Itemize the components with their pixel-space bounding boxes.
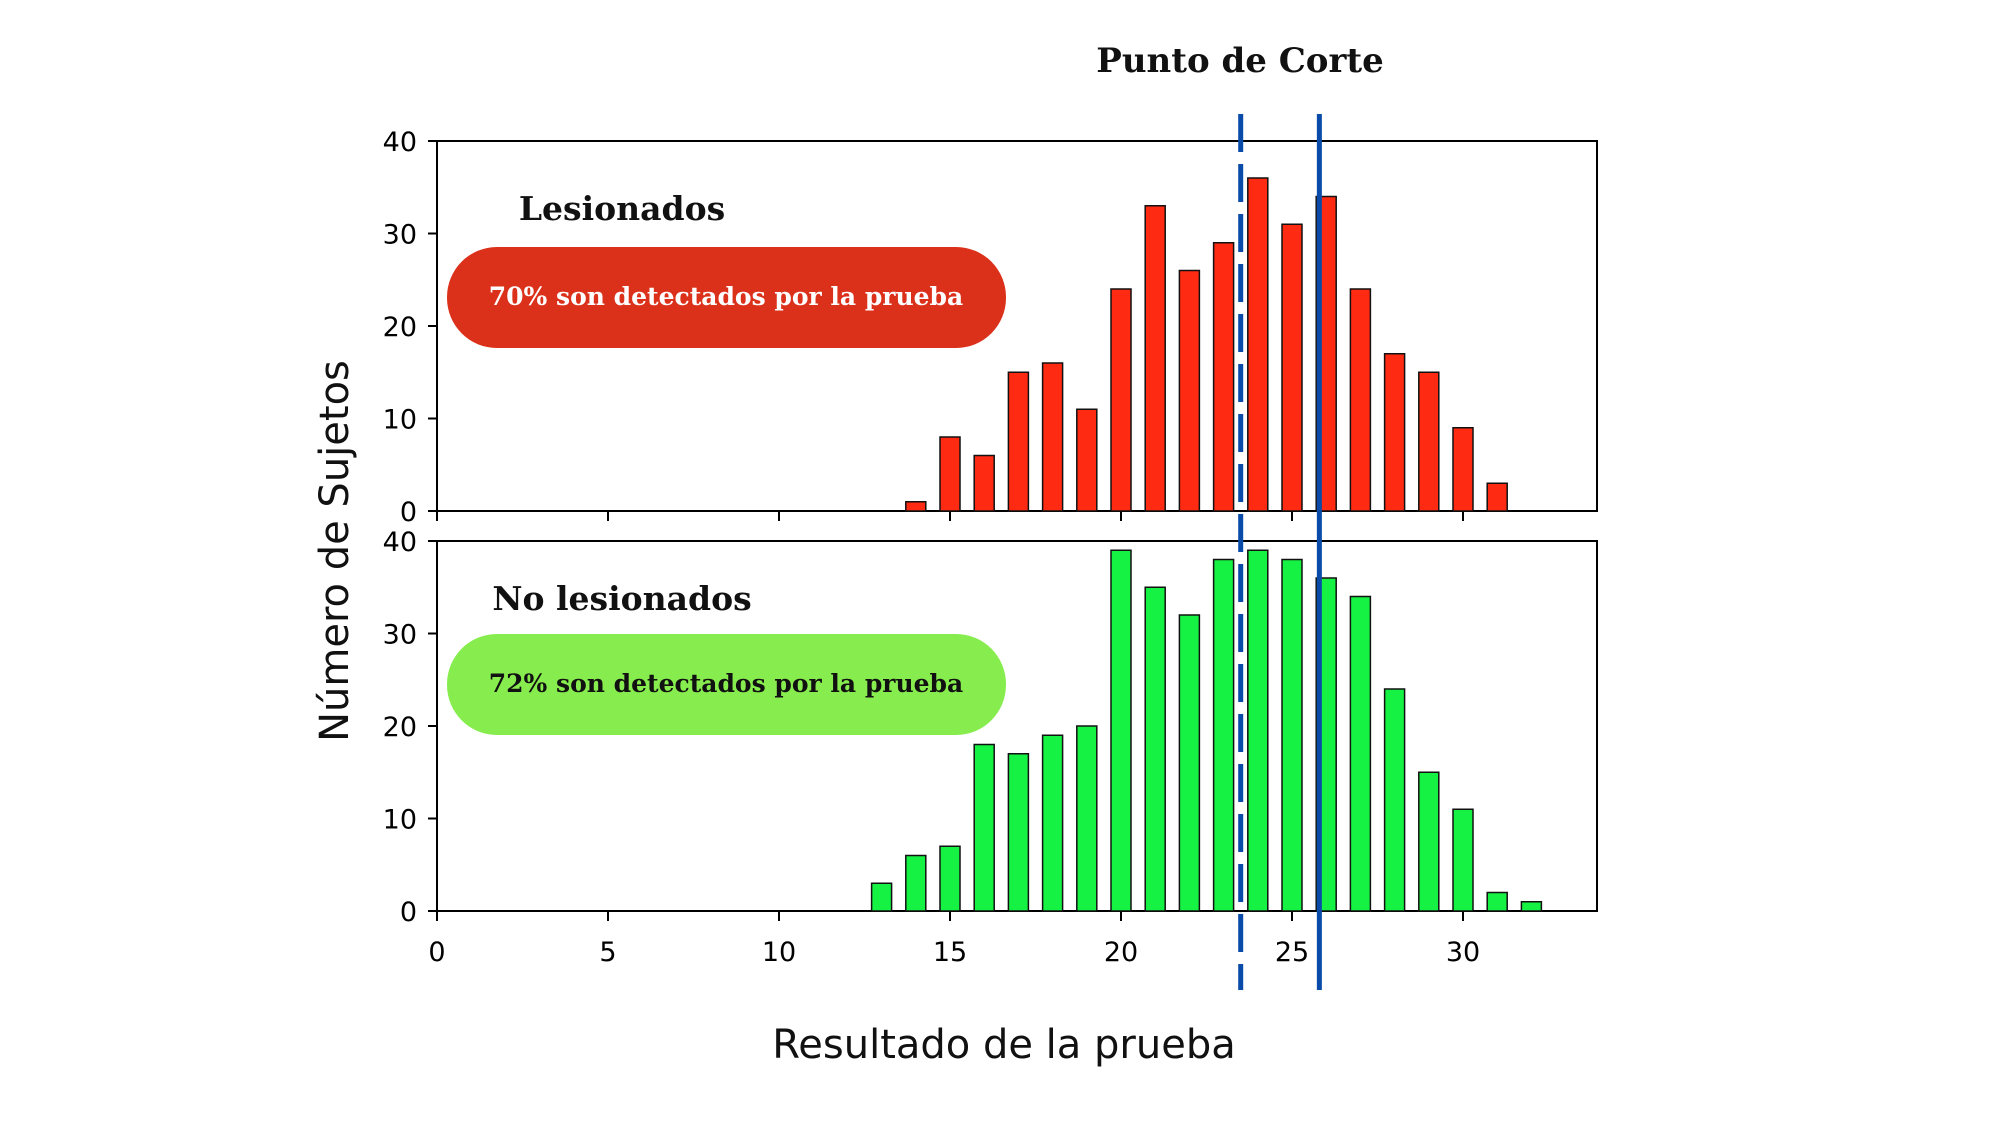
injured-bar bbox=[1212, 242, 1235, 512]
uninjured-bar bbox=[1041, 734, 1064, 912]
uninjured-bar bbox=[939, 845, 961, 912]
uninjured-bar bbox=[1281, 558, 1303, 912]
y-tick-label: 30 bbox=[383, 220, 417, 251]
injured-bar bbox=[1486, 482, 1508, 512]
x-tick-label: 10 bbox=[762, 937, 796, 968]
x-tick-label: 25 bbox=[1275, 937, 1309, 968]
uninjured-bar bbox=[1486, 891, 1508, 912]
y-tick-label: 10 bbox=[383, 405, 417, 436]
injured-bars bbox=[905, 177, 1508, 512]
uninjured-group-label: No lesionados bbox=[492, 579, 751, 618]
uninjured-bar bbox=[905, 854, 927, 912]
uninjured-bar bbox=[1383, 688, 1406, 912]
uninjured-bar bbox=[1247, 549, 1269, 912]
injured-bar bbox=[1041, 362, 1064, 512]
uninjured-bar bbox=[870, 882, 893, 912]
uninjured-bar bbox=[1349, 595, 1372, 912]
uninjured-bar bbox=[1144, 586, 1166, 912]
uninjured-x-axis: 0 5 10 15 20 25 30 bbox=[428, 911, 1480, 968]
uninjured-bar bbox=[1178, 614, 1201, 912]
injured-annotation-text: 70% son detectados por la prueba bbox=[489, 282, 963, 311]
injured-bar bbox=[1349, 288, 1372, 512]
uninjured-bars bbox=[870, 549, 1543, 912]
x-tick-label: 5 bbox=[599, 937, 616, 968]
injured-x-axis bbox=[436, 511, 1464, 521]
injured-bar bbox=[1144, 205, 1166, 512]
x-tick-label: 30 bbox=[1446, 937, 1480, 968]
injured-bar bbox=[1281, 223, 1303, 512]
injured-bar bbox=[973, 454, 995, 512]
uninjured-bar bbox=[1076, 725, 1098, 912]
uninjured-annotation-text: 72% son detectados por la prueba bbox=[489, 669, 963, 698]
injured-bar bbox=[1178, 269, 1201, 512]
uninjured-bar bbox=[1212, 558, 1235, 912]
y-tick-label: 0 bbox=[400, 497, 417, 528]
uninjured-bar bbox=[1452, 808, 1474, 912]
y-tick-label: 20 bbox=[383, 712, 417, 743]
x-tick-label: 20 bbox=[1104, 937, 1138, 968]
panel-injured: 0 10 20 30 40 Lesionados 70% son detectados … bbox=[383, 127, 1598, 528]
injured-bar bbox=[1247, 177, 1269, 512]
injured-y-axis: 0 10 20 30 40 bbox=[383, 127, 437, 528]
injured-bar bbox=[939, 436, 961, 512]
injured-group-label: Lesionados bbox=[519, 189, 725, 228]
y-axis-title: Número de Sujetos bbox=[312, 360, 358, 742]
uninjured-bar bbox=[1520, 901, 1543, 912]
injured-bar bbox=[1110, 288, 1132, 512]
injured-bar bbox=[1418, 371, 1440, 512]
injured-bar bbox=[905, 501, 927, 512]
y-tick-label: 10 bbox=[383, 805, 417, 836]
y-tick-label: 20 bbox=[383, 312, 417, 343]
y-tick-label: 30 bbox=[383, 620, 417, 651]
uninjured-bar bbox=[1418, 771, 1440, 912]
y-tick-label: 40 bbox=[383, 527, 417, 558]
injured-bar bbox=[1076, 408, 1098, 512]
x-tick-label: 0 bbox=[428, 937, 445, 968]
cutoff-title: Punto de Corte bbox=[1096, 41, 1383, 81]
panel-uninjured: 0 10 20 30 40 0 5 10 15 20 25 30 No lesionados 72%… bbox=[383, 527, 1598, 968]
injured-bar bbox=[1452, 427, 1474, 512]
injured-bar bbox=[1383, 353, 1406, 512]
x-axis-title: Resultado de la prueba bbox=[772, 1022, 1235, 1068]
uninjured-y-axis: 0 10 20 30 40 bbox=[383, 527, 437, 928]
y-tick-label: 0 bbox=[400, 897, 417, 928]
uninjured-bar bbox=[1007, 753, 1030, 912]
injured-bar bbox=[1007, 371, 1030, 512]
cutoff-lines bbox=[1238, 114, 1322, 990]
uninjured-bar bbox=[973, 743, 995, 912]
y-tick-label: 40 bbox=[383, 127, 417, 158]
uninjured-annotation-pill: 72% son detectados por la prueba bbox=[447, 634, 1006, 735]
x-tick-label: 15 bbox=[933, 937, 967, 968]
injured-annotation-pill: 70% son detectados por la prueba bbox=[447, 247, 1006, 348]
uninjured-bar bbox=[1110, 549, 1132, 912]
